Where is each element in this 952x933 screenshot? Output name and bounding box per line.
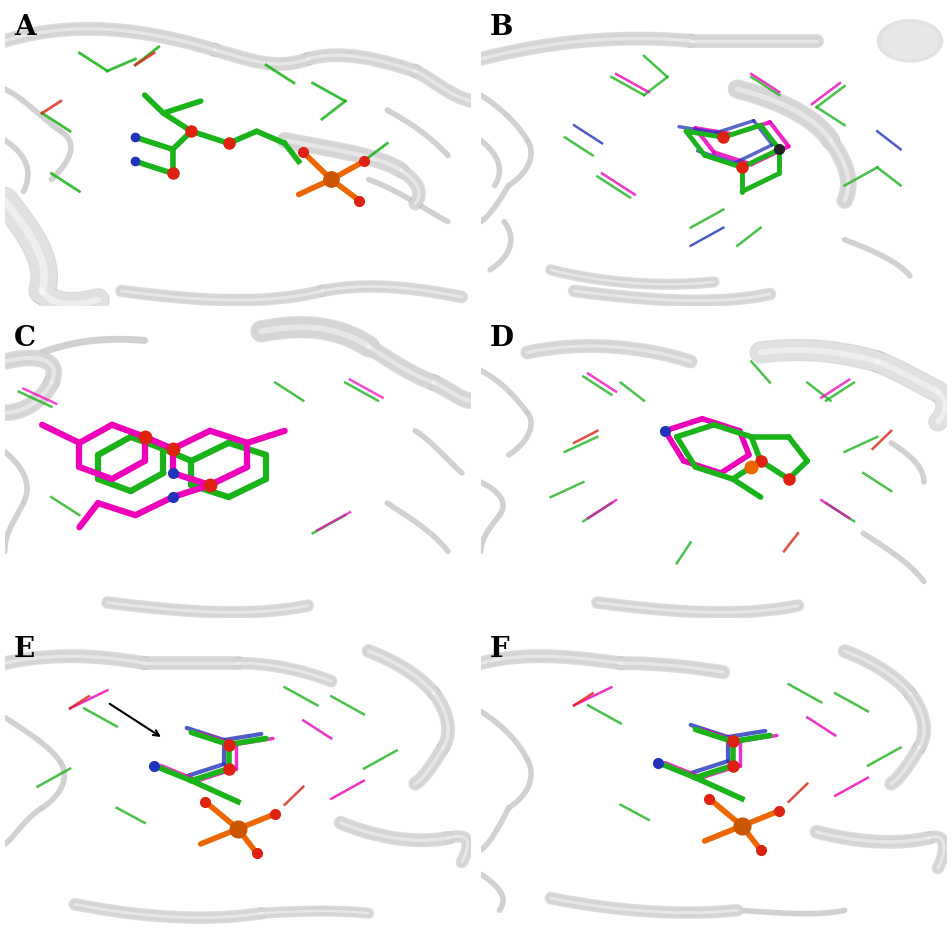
- Text: A: A: [14, 14, 36, 41]
- Text: E: E: [14, 636, 35, 663]
- Circle shape: [882, 22, 938, 59]
- Text: F: F: [490, 636, 509, 663]
- Text: C: C: [14, 326, 36, 353]
- Text: B: B: [490, 14, 513, 41]
- Circle shape: [878, 20, 942, 62]
- Text: D: D: [490, 326, 514, 353]
